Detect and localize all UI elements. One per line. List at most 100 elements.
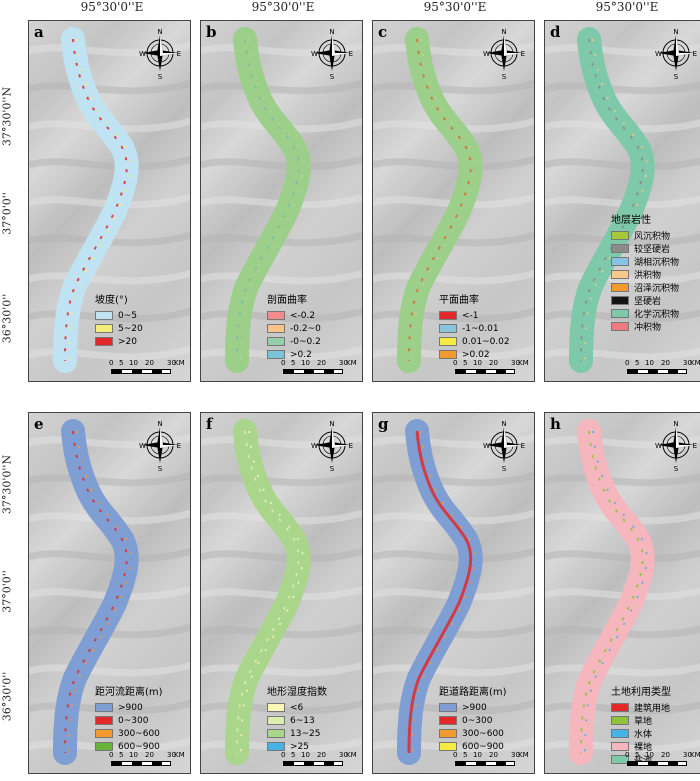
hillshade-streak: [545, 549, 700, 563]
map-panel-f: f N S E W 地形湿度指数 <6 6~13 13~25 >25 0 5 10 20 30 KM: [200, 412, 363, 774]
legend-item: >0.02: [439, 348, 510, 361]
hillshade-streak: [29, 41, 190, 57]
longitude-label-col4: 95°30'0''E: [595, 0, 659, 14]
svg-text:N: N: [157, 420, 162, 428]
legend-swatch: [95, 742, 113, 751]
scale-tick-label: 20: [317, 751, 326, 759]
legend-item: 600~900: [439, 740, 507, 753]
svg-text:N: N: [157, 28, 162, 36]
scale-tick-label: 20: [661, 359, 670, 367]
scale-bar: 0 5 10 20 30 KM: [453, 359, 534, 375]
hillshade-streak: [29, 193, 190, 209]
legend-label: -0.2~0: [290, 323, 321, 334]
legend-item: 冲积物: [611, 320, 679, 333]
svg-text:W: W: [483, 50, 490, 58]
svg-text:W: W: [655, 50, 662, 58]
hillshade-streak: [201, 585, 362, 601]
panel-letter-a: a: [34, 23, 44, 41]
scale-tick-label: 30: [167, 359, 176, 367]
legend-label: >900: [462, 702, 487, 713]
hillshade-streak: [545, 81, 700, 95]
corridor-feature-line: [64, 430, 128, 754]
svg-text:S: S: [674, 465, 679, 471]
hillshade-streak: [201, 433, 362, 449]
scale-bar: 0 5 10 20 30 KM: [453, 751, 534, 767]
legend-label: 裸地: [634, 743, 653, 753]
scale-tick-label: 20: [661, 751, 670, 759]
map-panel-c: c N S E W 平面曲率 <-1 -1~0.01 0.01~0.02 >0.02 0 5 10 20 3…: [372, 20, 535, 382]
hillshade-streak: [373, 547, 534, 563]
hillshade-streak: [545, 157, 700, 171]
scale-tick-label: 5: [635, 359, 640, 367]
corridor-map-e: [29, 419, 190, 765]
legend-label: 较坚硬岩: [634, 245, 671, 255]
legend-label: 5~20: [118, 323, 143, 334]
corridor-feature-line: [407, 430, 473, 754]
scale-tick-label: 30: [511, 359, 520, 367]
scale-tick-label: 20: [489, 359, 498, 367]
scale-tick-label: 30: [511, 751, 520, 759]
corridor-feature-line: [580, 38, 644, 362]
corridor-feature-line: [580, 430, 644, 754]
svg-text:W: W: [483, 442, 490, 450]
legend-label: 0.01~0.02: [462, 336, 510, 347]
svg-text:W: W: [311, 50, 318, 58]
hillshade-streak: [545, 473, 700, 487]
scale-unit: KM: [690, 359, 700, 367]
svg-text:E: E: [521, 442, 525, 450]
legend-swatch: [267, 324, 285, 333]
legend-label: 风沉积物: [634, 232, 671, 242]
north-arrow-icon: N S E W: [655, 420, 697, 471]
legend-swatch: [611, 742, 629, 751]
corridor-map-d: [545, 27, 700, 373]
legend-title: 地层岩性: [611, 215, 651, 226]
legend-label: -1~0.01: [462, 323, 499, 334]
hillshade-streak: [29, 471, 190, 487]
legend-title: 平面曲率: [439, 295, 479, 306]
legend-item: 5~20: [95, 322, 143, 335]
legend-label: 6~13: [290, 715, 315, 726]
hillshade-streak: [545, 43, 700, 57]
hillshade-streak: [545, 271, 700, 285]
north-arrow-icon: N S E W: [311, 420, 353, 471]
legend-item: 坚硬岩: [611, 294, 679, 307]
svg-text:S: S: [158, 73, 163, 79]
legend-label: 300~600: [462, 728, 504, 739]
svg-text:N: N: [501, 420, 506, 428]
legend-swatch: [95, 337, 113, 346]
legend-swatch: [95, 311, 113, 320]
svg-text:W: W: [655, 442, 662, 450]
svg-text:N: N: [329, 28, 334, 36]
svg-text:S: S: [502, 465, 507, 471]
scale-unit: KM: [518, 359, 529, 367]
hillshade-streak: [373, 269, 534, 285]
hillshade-streak: [201, 547, 362, 563]
hillshade-streak: [29, 433, 190, 449]
legend-label: <-0.2: [290, 310, 316, 321]
panel-letter-e: e: [34, 415, 44, 433]
legend-label: 洪积物: [634, 271, 662, 281]
scale-tick-label: 0: [109, 751, 114, 759]
map-panel-h: hNSEW土地利用类型建筑用地草地水体裸地盐池05102030KM: [544, 412, 700, 774]
legend-a: 坡度(°) 0~5 5~20 >20: [95, 291, 143, 348]
scale-tick-label: 30: [339, 751, 348, 759]
longitude-label-col3: 95°30'0''E: [423, 0, 487, 14]
legend-swatch: [267, 703, 285, 712]
hillshade-streak: [373, 155, 534, 171]
legend-item: >900: [95, 701, 163, 714]
legend-swatch: [439, 729, 457, 738]
legend-item: 6~13: [267, 714, 327, 727]
scale-tick-label: 10: [473, 751, 482, 759]
legend-label: 0~300: [118, 715, 149, 726]
scale-tick-label: 5: [463, 751, 468, 759]
scale-tick-label: 20: [145, 751, 154, 759]
hillshade-streak: [373, 661, 534, 677]
legend-swatch: [611, 309, 629, 318]
svg-text:W: W: [311, 442, 318, 450]
legend-label: <-1: [462, 310, 479, 321]
hillshade-streak: [29, 155, 190, 171]
hillshade-streak: [201, 79, 362, 95]
legend-swatch: [611, 755, 629, 764]
legend-title: 土地利用类型: [611, 687, 671, 698]
legend-item: 洪积物: [611, 268, 679, 281]
